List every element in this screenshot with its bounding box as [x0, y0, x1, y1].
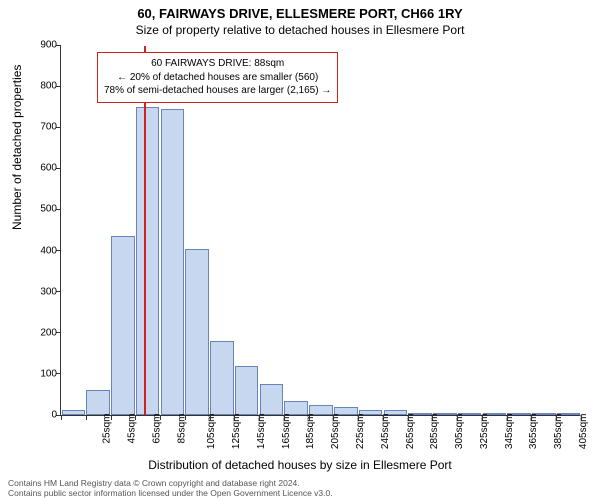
- xtick-label: 125sqm: [231, 414, 242, 450]
- xtick-label: 305sqm: [454, 414, 465, 450]
- annotation-line-1: 60 FAIRWAYS DRIVE: 88sqm: [104, 57, 331, 71]
- ytick-label: 900: [29, 40, 57, 51]
- xtick-mark: [61, 415, 62, 420]
- xtick-label: 225sqm: [355, 414, 366, 450]
- xtick-mark: [210, 415, 211, 420]
- xtick-label: 165sqm: [281, 414, 292, 450]
- x-axis-label: Distribution of detached houses by size …: [0, 458, 600, 472]
- xtick-mark: [358, 415, 359, 420]
- xtick-mark: [284, 415, 285, 420]
- xtick-mark: [432, 415, 433, 420]
- histogram-bar: [185, 249, 209, 416]
- xtick-label: 245sqm: [380, 414, 391, 450]
- xtick-mark: [135, 415, 136, 420]
- chart-title-block: 60, FAIRWAYS DRIVE, ELLESMERE PORT, CH66…: [0, 0, 600, 37]
- xtick-mark: [482, 415, 483, 420]
- xtick-label: 105sqm: [207, 414, 218, 450]
- y-axis-label: Number of detached properties: [10, 65, 24, 230]
- xtick-mark: [457, 415, 458, 420]
- xtick-mark: [531, 415, 532, 420]
- xtick-mark: [581, 415, 582, 420]
- ytick-label: 200: [29, 327, 57, 338]
- xtick-label: 185sqm: [306, 414, 317, 450]
- xtick-mark: [111, 415, 112, 420]
- chart-plot-area: 60 FAIRWAYS DRIVE: 88sqm ← 20% of detach…: [60, 46, 580, 416]
- xtick-mark: [333, 415, 334, 420]
- histogram-bar: [210, 341, 234, 415]
- xtick-label: 325sqm: [479, 414, 490, 450]
- xtick-mark: [160, 415, 161, 420]
- histogram-bar: [111, 236, 135, 415]
- title-sub: Size of property relative to detached ho…: [0, 23, 600, 37]
- histogram-bar: [136, 107, 160, 415]
- xtick-mark: [507, 415, 508, 420]
- title-main: 60, FAIRWAYS DRIVE, ELLESMERE PORT, CH66…: [0, 6, 600, 21]
- histogram-bar: [260, 384, 284, 415]
- xtick-mark: [408, 415, 409, 420]
- xtick-mark: [86, 415, 87, 420]
- ytick-label: 500: [29, 204, 57, 215]
- xtick-mark: [185, 415, 186, 420]
- ytick-label: 100: [29, 368, 57, 379]
- xtick-label: 145sqm: [256, 414, 267, 450]
- xtick-label: 205sqm: [330, 414, 341, 450]
- annotation-line-2: ← 20% of detached houses are smaller (56…: [104, 71, 331, 85]
- ytick-label: 700: [29, 122, 57, 133]
- xtick-mark: [309, 415, 310, 420]
- xtick-mark: [234, 415, 235, 420]
- histogram-bar: [161, 109, 185, 415]
- ytick-label: 0: [29, 410, 57, 421]
- histogram-bar: [86, 390, 110, 415]
- xtick-mark: [383, 415, 384, 420]
- xtick-mark: [259, 415, 260, 420]
- ytick-label: 400: [29, 245, 57, 256]
- footer-line-2: Contains public sector information licen…: [8, 488, 333, 498]
- xtick-label: 385sqm: [553, 414, 564, 450]
- footer-line-1: Contains HM Land Registry data © Crown c…: [8, 478, 333, 488]
- ytick-label: 800: [29, 81, 57, 92]
- xtick-label: 345sqm: [504, 414, 515, 450]
- ytick-label: 600: [29, 163, 57, 174]
- xtick-label: 285sqm: [429, 414, 440, 450]
- ytick-label: 300: [29, 286, 57, 297]
- annotation-line-3: 78% of semi-detached houses are larger (…: [104, 84, 331, 98]
- xtick-mark: [556, 415, 557, 420]
- histogram-bar: [62, 410, 86, 415]
- annotation-box: 60 FAIRWAYS DRIVE: 88sqm ← 20% of detach…: [97, 52, 338, 103]
- attribution-footer: Contains HM Land Registry data © Crown c…: [8, 478, 333, 498]
- xtick-label: 365sqm: [528, 414, 539, 450]
- xtick-label: 265sqm: [405, 414, 416, 450]
- histogram-bar: [235, 366, 259, 415]
- xtick-label: 405sqm: [578, 414, 589, 450]
